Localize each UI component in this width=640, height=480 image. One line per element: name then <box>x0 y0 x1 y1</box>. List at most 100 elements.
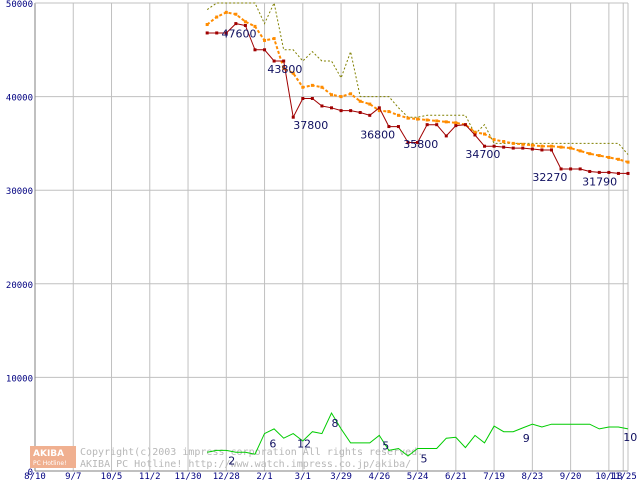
series-point-average <box>597 154 601 158</box>
akiba-logo <box>30 446 76 468</box>
series-point-average <box>320 85 324 89</box>
series-point-min <box>234 22 238 26</box>
series-point-min <box>578 167 582 171</box>
axes: 0 10000 20000 30000 40000 50000 8/10 9/7 10/5 11/… <box>6 0 637 480</box>
series-point-average <box>263 38 267 42</box>
series-point-average <box>205 23 209 27</box>
data-label: 2 <box>228 454 235 467</box>
x-tick-label: 8/23 <box>522 472 544 480</box>
series-point-average <box>406 116 410 120</box>
series-point-min <box>377 106 381 110</box>
series-point-average <box>377 109 381 113</box>
y-tick-label: 10000 <box>6 374 33 384</box>
series-point-average <box>234 12 238 16</box>
x-tick-label: 11/30 <box>174 472 201 480</box>
y-tick-label: 40000 <box>6 94 33 104</box>
x-tick-label: 12/28 <box>213 472 240 480</box>
series-point-min <box>282 59 286 63</box>
series-point-average <box>243 20 247 24</box>
data-label: 9 <box>523 432 530 445</box>
series-point-min <box>597 170 601 174</box>
logo-top-text: AKIBA <box>33 449 64 459</box>
series-point-average <box>358 99 362 103</box>
series-point-average <box>215 15 219 19</box>
series-point-average <box>492 138 496 142</box>
series-point-min <box>444 134 448 138</box>
series-point-average <box>339 95 343 99</box>
y-tick-label: 30000 <box>6 187 33 197</box>
series-point-min <box>549 148 553 152</box>
series-point-min <box>358 111 362 115</box>
series-point-average <box>483 132 487 136</box>
data-labels: 47600 43800 37800 36800 35800 34700 32270 31790… <box>222 27 638 467</box>
y-tick-label: 20000 <box>6 281 33 291</box>
series-point-average <box>444 120 448 124</box>
x-tick-label: 10/18 <box>595 472 622 480</box>
series-point-min <box>416 140 420 144</box>
series-point-min <box>310 96 314 100</box>
series-point-average <box>272 37 276 41</box>
series-point-min <box>205 31 209 35</box>
x-tick-label: 4/26 <box>368 472 390 480</box>
series-point-min <box>368 113 372 117</box>
y-tick-label: 0 <box>28 468 33 478</box>
series-point-average <box>291 71 295 75</box>
series-point-min <box>339 109 343 113</box>
series-point-average <box>549 144 553 148</box>
series-point-average <box>559 145 563 149</box>
series-point-min <box>272 59 276 63</box>
data-label: 43800 <box>267 63 302 76</box>
data-label: 6 <box>269 438 276 451</box>
series-point-average <box>368 102 372 106</box>
data-label: 12 <box>297 438 311 451</box>
series-point-min <box>406 140 410 144</box>
series-point-min <box>425 123 429 127</box>
series-point-average <box>282 67 286 71</box>
series-point-average <box>454 121 458 125</box>
watermark: AKIBA PC Hotline! Copyright(c)2003 impre… <box>30 446 423 470</box>
series-point-min <box>463 123 467 127</box>
series-point-average <box>396 113 400 117</box>
series-point-average <box>224 10 228 14</box>
data-label: 47600 <box>222 27 257 40</box>
data-label: 31790 <box>582 175 617 188</box>
series-point-average <box>301 85 305 89</box>
x-tick-label: 8/10 <box>24 472 46 480</box>
series-line-shops <box>207 411 629 457</box>
series-point-average <box>502 140 506 144</box>
x-tick-label: 10/5 <box>101 472 123 480</box>
series-point-average <box>588 152 592 156</box>
series-point-min <box>502 145 506 149</box>
y-tick-label: 50000 <box>6 0 33 10</box>
series-point-average <box>387 110 391 114</box>
series-point-min <box>540 148 544 152</box>
series-point-average <box>425 118 429 122</box>
series-layer <box>205 1 630 457</box>
series-point-min <box>253 48 257 52</box>
series-point-average <box>310 83 314 87</box>
series-point-min <box>349 109 353 113</box>
x-tick-label: 9/20 <box>560 472 582 480</box>
series-point-min <box>224 31 228 35</box>
series-point-min <box>492 144 496 148</box>
data-label: 34700 <box>465 148 500 161</box>
data-label: 5 <box>420 453 427 466</box>
data-label: 5 <box>382 439 389 452</box>
series-point-average <box>511 141 515 145</box>
series-point-average <box>578 149 582 153</box>
series-point-min <box>291 115 295 119</box>
series-point-average <box>530 143 534 147</box>
grid <box>35 2 628 471</box>
series-point-average <box>416 117 420 121</box>
data-label: 10 <box>623 431 637 444</box>
series-point-min <box>511 146 515 150</box>
series-point-min <box>330 106 333 110</box>
series-point-min <box>616 171 620 175</box>
series-point-min <box>320 104 324 108</box>
series-point-average <box>616 157 620 161</box>
series-point-min <box>263 48 267 52</box>
x-tick-label: 7/19 <box>483 472 505 480</box>
series-point-min <box>435 123 439 127</box>
